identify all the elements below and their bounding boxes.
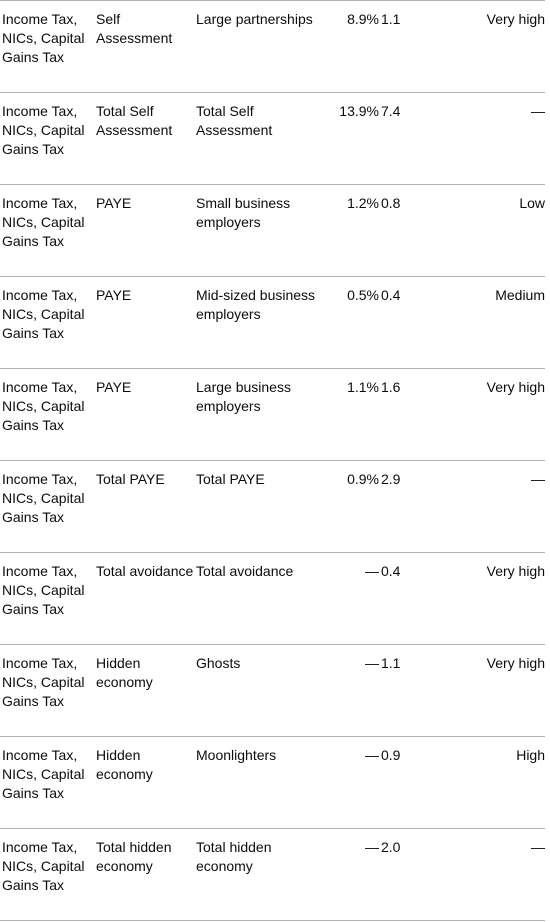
amount-cell: 0.9 (379, 737, 467, 829)
type-cell: Total PAYE (96, 471, 165, 487)
table-row: Income Tax, NICs, Capital Gains Tax Hidd… (0, 644, 545, 737)
amount-value: 1.1 (381, 11, 401, 27)
amount-cell: 1.6 (379, 369, 467, 461)
confidence-cell: Very high (486, 11, 545, 27)
tax-cell: Income Tax, NICs, Capital Gains Tax (2, 11, 85, 65)
amount-value: 0.9 (381, 747, 401, 763)
amount-value: 1.6 (381, 379, 401, 395)
group-cell: Total PAYE (196, 471, 265, 487)
amount-value: 2.0 (381, 839, 401, 855)
amount-cell: 1.1 (379, 1, 467, 93)
confidence-cell: Very high (486, 655, 545, 671)
tax-cell: Income Tax, NICs, Capital Gains Tax (2, 103, 85, 157)
percentage-cell: 8.9% (316, 1, 379, 93)
percentage-value: — (365, 839, 379, 855)
table-row: Income Tax, NICs, Capital Gains Tax PAYE… (0, 184, 545, 277)
tax-cell: Income Tax, NICs, Capital Gains Tax (2, 563, 85, 617)
percentage-value: 8.9% (347, 11, 379, 27)
amount-cell: 0.8 (379, 185, 467, 277)
table-row: Income Tax, NICs, Capital Gains Tax PAYE… (0, 276, 545, 369)
percentage-value: 1.1% (347, 379, 379, 395)
type-cell: Total hidden economy (96, 839, 172, 874)
amount-cell: 0.4 (379, 553, 467, 645)
confidence-cell: Very high (486, 379, 545, 395)
group-cell: Total hidden economy (196, 839, 272, 874)
type-cell: PAYE (96, 287, 132, 303)
percentage-cell: 1.1% (316, 369, 379, 461)
amount-cell: 7.4 (379, 93, 467, 185)
confidence-cell: Medium (495, 287, 545, 303)
amount-value: 0.4 (381, 563, 401, 579)
type-cell: Hidden economy (96, 747, 153, 782)
amount-value: 0.4 (381, 287, 401, 303)
group-cell: Total Self Assessment (196, 103, 273, 138)
percentage-cell: — (316, 737, 379, 829)
tax-cell: Income Tax, NICs, Capital Gains Tax (2, 747, 85, 801)
type-cell: Self Assessment (96, 11, 173, 46)
tax-cell: Income Tax, NICs, Capital Gains Tax (2, 839, 85, 893)
tax-cell: Income Tax, NICs, Capital Gains Tax (2, 379, 85, 433)
group-cell: Mid-sized business employers (196, 287, 316, 322)
group-cell: Large partnerships (196, 11, 313, 27)
percentage-cell: 1.2% (316, 185, 379, 277)
percentage-cell: 0.9% (316, 461, 379, 553)
confidence-cell: — (531, 471, 545, 487)
type-cell: Total avoidance (96, 563, 194, 579)
percentage-value: — (365, 563, 379, 579)
group-cell: Ghosts (196, 655, 241, 671)
amount-value: 2.9 (381, 471, 401, 487)
amount-cell: 0.4 (379, 277, 467, 369)
percentage-cell: — (316, 553, 379, 645)
tax-cell: Income Tax, NICs, Capital Gains Tax (2, 471, 85, 525)
group-cell: Moonlighters (196, 747, 277, 763)
amount-value: 1.1 (381, 655, 401, 671)
percentage-value: 0.5% (347, 287, 379, 303)
percentage-cell: — (316, 645, 379, 737)
amount-cell: 2.9 (379, 461, 467, 553)
confidence-cell: — (531, 103, 545, 119)
percentage-value: — (365, 655, 379, 671)
group-cell: Large business employers (196, 379, 291, 414)
percentage-cell: — (316, 829, 379, 921)
table-row: Income Tax, NICs, Capital Gains Tax Tota… (0, 828, 545, 921)
percentage-value: — (365, 747, 379, 763)
table-row: Income Tax, NICs, Capital Gains Tax Self… (0, 0, 545, 93)
percentage-cell: 13.9% (316, 93, 379, 185)
percentage-cell: 0.5% (316, 277, 379, 369)
table-row: Income Tax, NICs, Capital Gains Tax Tota… (0, 92, 545, 185)
group-cell: Small business employers (196, 195, 291, 230)
type-cell: Total Self Assessment (96, 103, 173, 138)
confidence-cell: Low (519, 195, 545, 211)
percentage-value: 1.2% (347, 195, 379, 211)
tax-cell: Income Tax, NICs, Capital Gains Tax (2, 195, 85, 249)
percentage-value: 13.9% (339, 103, 379, 119)
type-cell: PAYE (96, 195, 132, 211)
amount-cell: 1.1 (379, 645, 467, 737)
confidence-cell: High (516, 747, 545, 763)
table-row: Income Tax, NICs, Capital Gains Tax Tota… (0, 552, 545, 645)
table-row: Income Tax, NICs, Capital Gains Tax PAYE… (0, 368, 545, 461)
percentage-value: 0.9% (347, 471, 379, 487)
table-row: Income Tax, NICs, Capital Gains Tax Hidd… (0, 736, 545, 829)
confidence-cell: Very high (486, 563, 545, 579)
tax-cell: Income Tax, NICs, Capital Gains Tax (2, 287, 85, 341)
amount-cell: 2.0 (379, 829, 467, 921)
type-cell: Hidden economy (96, 655, 153, 690)
amount-value: 0.8 (381, 195, 401, 211)
group-cell: Total avoidance (196, 563, 294, 579)
tax-cell: Income Tax, NICs, Capital Gains Tax (2, 655, 85, 709)
type-cell: PAYE (96, 379, 132, 395)
confidence-cell: — (531, 839, 545, 855)
amount-value: 7.4 (381, 103, 401, 119)
table-row: Income Tax, NICs, Capital Gains Tax Tota… (0, 460, 545, 553)
